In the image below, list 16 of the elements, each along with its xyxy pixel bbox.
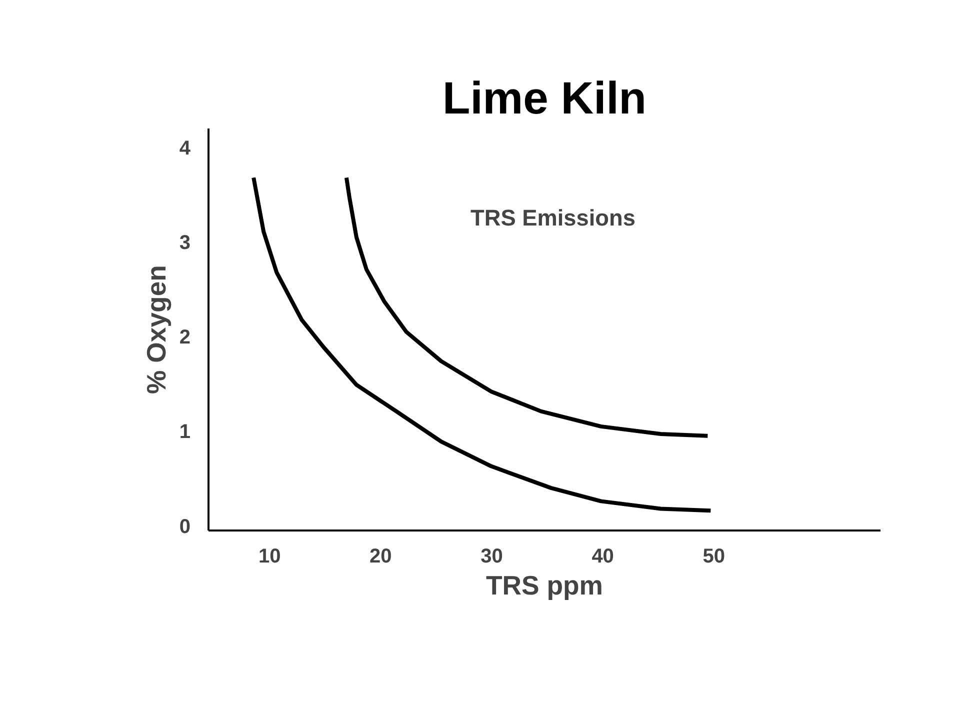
y-tick-label: 1 bbox=[179, 421, 190, 444]
line-series bbox=[252, 176, 713, 513]
x-tick-label: 20 bbox=[370, 546, 392, 568]
x-tick-label: 10 bbox=[258, 546, 281, 568]
y-tick-label: 3 bbox=[179, 232, 190, 254]
x-axis-title: TRS ppm bbox=[486, 570, 604, 600]
x-tick-label: 40 bbox=[592, 546, 614, 568]
chart-title: Lime Kiln bbox=[442, 72, 646, 124]
annotation: TRS Emissions bbox=[470, 204, 636, 230]
y-tick-label: 4 bbox=[179, 137, 192, 160]
x-tick-label: 30 bbox=[480, 546, 503, 568]
y-tick-label: 0 bbox=[179, 516, 190, 538]
line-series bbox=[344, 176, 710, 438]
x-tick-label: 50 bbox=[702, 546, 726, 568]
y-tick-label: 2 bbox=[179, 326, 190, 349]
y-axis-title: % Oxygen bbox=[141, 265, 172, 394]
